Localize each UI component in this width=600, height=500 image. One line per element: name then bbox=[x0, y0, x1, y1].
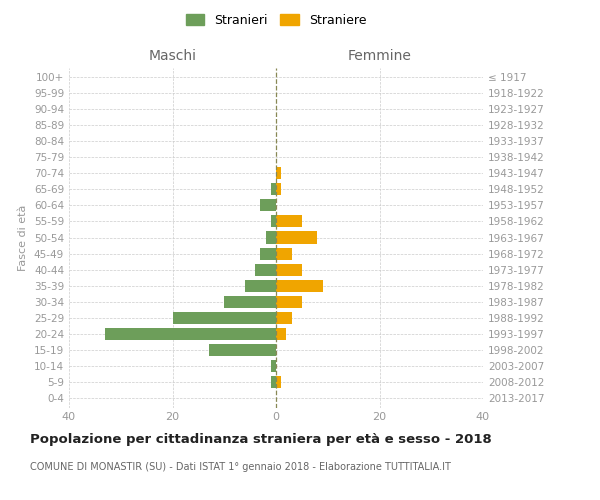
Bar bbox=[271, 360, 276, 372]
Bar bbox=[209, 344, 276, 356]
Bar bbox=[260, 248, 276, 260]
Bar bbox=[276, 376, 281, 388]
Bar bbox=[173, 312, 276, 324]
Bar bbox=[276, 264, 302, 276]
Bar bbox=[276, 216, 302, 228]
Bar bbox=[276, 248, 292, 260]
Bar bbox=[276, 312, 292, 324]
Text: Popolazione per cittadinanza straniera per età e sesso - 2018: Popolazione per cittadinanza straniera p… bbox=[30, 432, 492, 446]
Text: Maschi: Maschi bbox=[149, 48, 197, 62]
Bar bbox=[271, 184, 276, 196]
Text: COMUNE DI MONASTIR (SU) - Dati ISTAT 1° gennaio 2018 - Elaborazione TUTTITALIA.I: COMUNE DI MONASTIR (SU) - Dati ISTAT 1° … bbox=[30, 462, 451, 472]
Bar bbox=[271, 216, 276, 228]
Bar bbox=[276, 280, 323, 291]
Bar bbox=[224, 296, 276, 308]
Bar bbox=[245, 280, 276, 291]
Bar bbox=[266, 232, 276, 243]
Bar bbox=[256, 264, 276, 276]
Bar bbox=[260, 200, 276, 211]
Y-axis label: Fasce di età: Fasce di età bbox=[19, 204, 28, 270]
Bar bbox=[276, 168, 281, 179]
Bar bbox=[276, 296, 302, 308]
Legend: Stranieri, Straniere: Stranieri, Straniere bbox=[181, 8, 371, 32]
Text: Femmine: Femmine bbox=[347, 48, 412, 62]
Bar bbox=[271, 376, 276, 388]
Bar bbox=[105, 328, 276, 340]
Bar bbox=[276, 328, 286, 340]
Bar bbox=[276, 232, 317, 243]
Bar bbox=[276, 184, 281, 196]
